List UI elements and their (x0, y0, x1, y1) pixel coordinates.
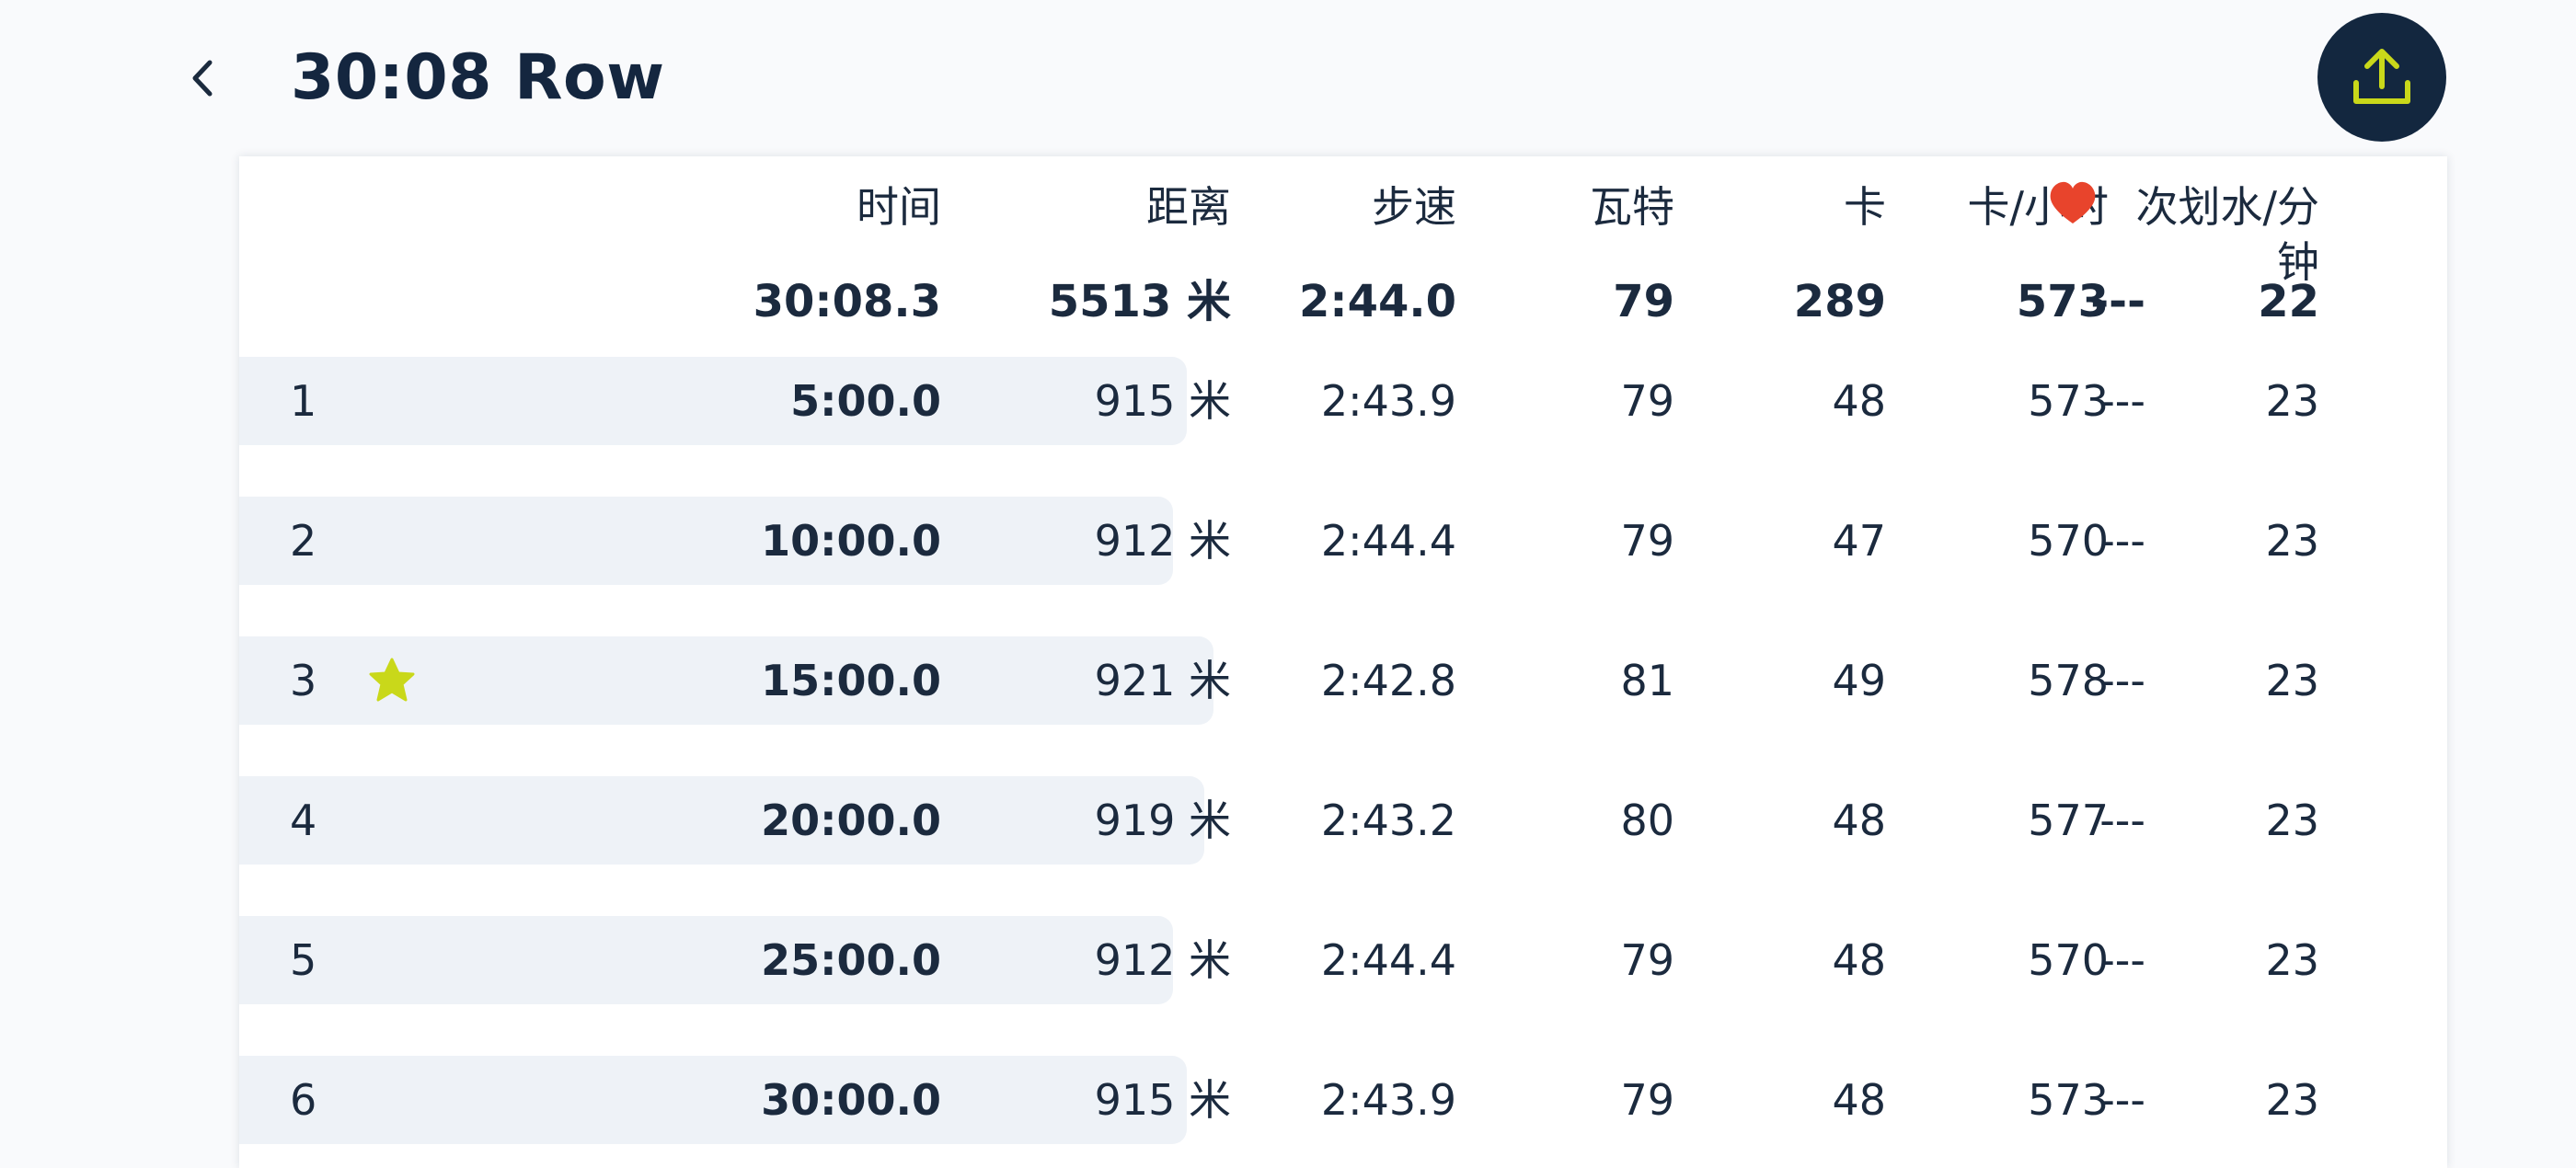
split-pace: 2:42.8 (1320, 656, 1456, 705)
total-cal-hr: 573 (2016, 276, 2109, 327)
split-distance: 919 米 (1094, 796, 1231, 845)
pace-bar (239, 497, 1173, 585)
split-heart-rate: --- (2099, 935, 2145, 985)
split-heart-rate: --- (2099, 656, 2145, 705)
split-cal: 49 (1832, 656, 1886, 705)
split-cal-hr: 573 (2028, 1075, 2109, 1125)
chevron-left-icon (192, 60, 213, 97)
split-cal: 48 (1832, 796, 1886, 845)
share-button[interactable] (2317, 13, 2446, 142)
split-spm: 23 (2265, 1075, 2319, 1125)
top-bar: 30:08 Row (0, 0, 2576, 156)
split-index: 4 (290, 796, 317, 845)
column-header-spm-wrap: 钟 (2277, 237, 2319, 287)
split-pace: 2:44.4 (1320, 516, 1456, 566)
split-cal-hr: 577 (2028, 796, 2109, 845)
column-header-spm: 次划水/分 (2135, 182, 2320, 232)
split-spm: 23 (2265, 935, 2319, 985)
split-watts: 80 (1620, 796, 1674, 845)
split-cal: 48 (1832, 1075, 1886, 1125)
pace-bar (239, 916, 1173, 1004)
split-index: 2 (290, 516, 317, 566)
split-time: 5:00.0 (790, 376, 941, 426)
column-header-cal: 卡 (1844, 182, 1886, 232)
split-distance: 912 米 (1094, 516, 1231, 566)
back-button[interactable] (166, 41, 239, 115)
split-heart-rate: --- (2099, 516, 2145, 566)
split-cal: 48 (1832, 376, 1886, 426)
split-distance: 915 米 (1094, 376, 1231, 426)
split-cal-hr: 578 (2028, 656, 2109, 705)
split-heart-rate: --- (2099, 1075, 2145, 1125)
total-time: 30:08.3 (753, 276, 941, 327)
total-pace: 2:44.0 (1298, 276, 1456, 327)
split-index: 1 (290, 376, 317, 426)
split-distance: 912 米 (1094, 935, 1231, 985)
split-cal: 48 (1832, 935, 1886, 985)
split-index: 6 (290, 1075, 317, 1125)
split-watts: 79 (1620, 935, 1674, 985)
split-heart-rate: --- (2099, 796, 2145, 845)
total-distance: 5513 米 (1048, 276, 1231, 327)
splits-table: 时间 距离 步速 瓦特 卡 卡/小时 次划水/分 钟 30:08.3 5513 … (239, 156, 2447, 1168)
split-pace: 2:44.4 (1320, 935, 1456, 985)
split-distance: 915 米 (1094, 1075, 1231, 1125)
total-watts: 79 (1613, 276, 1674, 327)
split-cal-hr: 573 (2028, 376, 2109, 426)
column-header-pace: 步速 (1372, 182, 1456, 232)
split-pace: 2:43.9 (1320, 376, 1456, 426)
split-watts: 79 (1620, 516, 1674, 566)
split-pace: 2:43.2 (1320, 796, 1456, 845)
total-spm: 22 (2258, 276, 2319, 327)
pace-bar (239, 1056, 1187, 1144)
split-time: 20:00.0 (761, 796, 941, 845)
star-icon (369, 658, 415, 702)
pace-bar (239, 776, 1205, 865)
split-spm: 23 (2265, 796, 2319, 845)
split-distance: 921 米 (1094, 656, 1231, 705)
split-watts: 79 (1620, 376, 1674, 426)
split-index: 3 (290, 656, 317, 705)
split-time: 25:00.0 (761, 935, 941, 985)
split-watts: 79 (1620, 1075, 1674, 1125)
pace-bar (239, 357, 1187, 445)
total-cal: 289 (1793, 276, 1886, 327)
column-header-distance: 距离 (1146, 182, 1231, 232)
heart-icon (2050, 181, 2096, 223)
upload-icon (2353, 49, 2410, 104)
split-index: 5 (290, 935, 317, 985)
split-spm: 23 (2265, 516, 2319, 566)
split-watts: 81 (1620, 656, 1674, 705)
split-cal-hr: 570 (2028, 516, 2109, 566)
split-time: 10:00.0 (761, 516, 941, 566)
split-time: 30:00.0 (761, 1075, 941, 1125)
split-heart-rate: --- (2099, 376, 2145, 426)
column-header-watts: 瓦特 (1590, 182, 1674, 232)
column-header-time: 时间 (857, 182, 941, 232)
split-spm: 23 (2265, 656, 2319, 705)
page-title: 30:08 Row (291, 41, 665, 114)
split-cal: 47 (1832, 516, 1886, 566)
total-heart-rate: --- (2090, 276, 2145, 327)
split-time: 15:00.0 (761, 656, 941, 705)
split-spm: 23 (2265, 376, 2319, 426)
split-pace: 2:43.9 (1320, 1075, 1456, 1125)
split-cal-hr: 570 (2028, 935, 2109, 985)
